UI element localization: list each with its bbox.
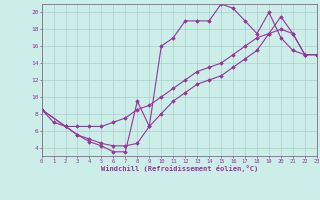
X-axis label: Windchill (Refroidissement éolien,°C): Windchill (Refroidissement éolien,°C) — [100, 165, 258, 172]
